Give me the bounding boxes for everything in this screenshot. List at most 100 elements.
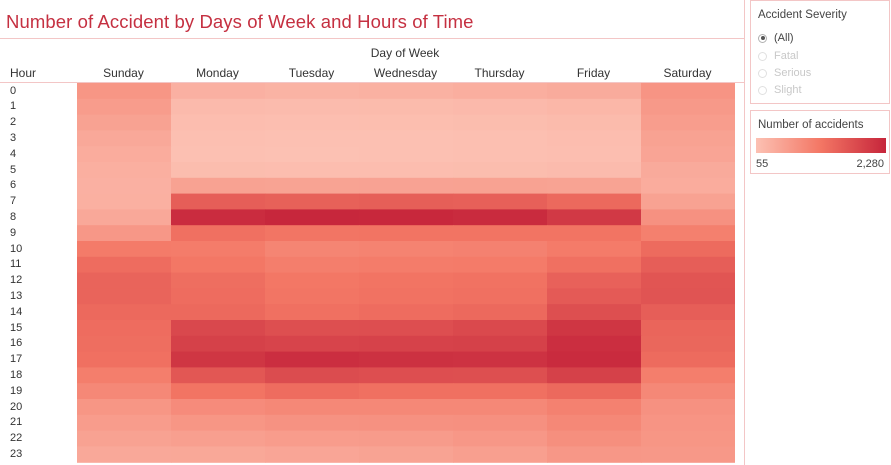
heatmap-cell-wednesday-12[interactable] — [359, 272, 454, 289]
heatmap-cell-tuesday-11[interactable] — [265, 256, 360, 274]
heatmap-cell-wednesday-3[interactable] — [359, 130, 454, 147]
heatmap-cell-tuesday-21[interactable] — [265, 414, 360, 432]
heatmap-cell-sunday-13[interactable] — [77, 288, 172, 305]
heatmap-cell-thursday-11[interactable] — [453, 256, 548, 274]
heatmap-cell-friday-11[interactable] — [547, 256, 642, 274]
heatmap-cell-sunday-16[interactable] — [77, 335, 172, 353]
heatmap-cell-sunday-18[interactable] — [77, 367, 172, 384]
heatmap-cell-monday-0[interactable] — [171, 83, 266, 100]
heatmap-cell-friday-10[interactable] — [547, 241, 642, 258]
heatmap-cell-tuesday-0[interactable] — [265, 83, 360, 100]
heatmap-cell-monday-23[interactable] — [171, 446, 266, 463]
heatmap-cell-saturday-3[interactable] — [641, 130, 735, 147]
heatmap-cell-thursday-9[interactable] — [453, 225, 548, 242]
heatmap-cell-tuesday-13[interactable] — [265, 288, 360, 305]
heatmap-cell-monday-8[interactable] — [171, 209, 266, 226]
heatmap-cell-tuesday-20[interactable] — [265, 399, 360, 416]
heatmap-cell-thursday-3[interactable] — [453, 130, 548, 147]
heatmap-cell-tuesday-15[interactable] — [265, 320, 360, 337]
heatmap-cell-sunday-10[interactable] — [77, 241, 172, 258]
heatmap-cell-wednesday-6[interactable] — [359, 177, 454, 195]
heatmap-cell-wednesday-16[interactable] — [359, 335, 454, 353]
heatmap-cell-saturday-22[interactable] — [641, 430, 735, 447]
heatmap-cell-monday-19[interactable] — [171, 383, 266, 400]
heatmap-cell-saturday-9[interactable] — [641, 225, 735, 242]
heatmap-cell-monday-18[interactable] — [171, 367, 266, 384]
heatmap-cell-monday-11[interactable] — [171, 256, 266, 274]
heatmap-cell-sunday-7[interactable] — [77, 193, 172, 210]
heatmap-cell-tuesday-16[interactable] — [265, 335, 360, 353]
heatmap-cell-thursday-14[interactable] — [453, 304, 548, 321]
heatmap-cell-tuesday-7[interactable] — [265, 193, 360, 210]
heatmap-cell-thursday-23[interactable] — [453, 446, 548, 463]
radio-option-fatal[interactable]: Fatal — [758, 50, 798, 62]
heatmap-cell-saturday-7[interactable] — [641, 193, 735, 210]
heatmap-cell-sunday-5[interactable] — [77, 162, 172, 179]
heatmap-cell-sunday-3[interactable] — [77, 130, 172, 147]
heatmap-cell-monday-10[interactable] — [171, 241, 266, 258]
heatmap-cell-saturday-1[interactable] — [641, 98, 735, 116]
heatmap-cell-friday-7[interactable] — [547, 193, 642, 210]
heatmap-cell-thursday-5[interactable] — [453, 162, 548, 179]
heatmap-cell-tuesday-2[interactable] — [265, 114, 360, 131]
heatmap-cell-tuesday-18[interactable] — [265, 367, 360, 384]
heatmap-cell-sunday-4[interactable] — [77, 146, 172, 163]
heatmap-cell-wednesday-19[interactable] — [359, 383, 454, 400]
heatmap-cell-friday-15[interactable] — [547, 320, 642, 337]
heatmap-cell-wednesday-11[interactable] — [359, 256, 454, 274]
heatmap-cell-thursday-4[interactable] — [453, 146, 548, 163]
heatmap-cell-wednesday-1[interactable] — [359, 98, 454, 116]
heatmap-cell-tuesday-17[interactable] — [265, 351, 360, 368]
heatmap-cell-sunday-15[interactable] — [77, 320, 172, 337]
heatmap-cell-tuesday-10[interactable] — [265, 241, 360, 258]
heatmap-cell-tuesday-22[interactable] — [265, 430, 360, 447]
heatmap-cell-friday-17[interactable] — [547, 351, 642, 368]
heatmap-cell-saturday-13[interactable] — [641, 288, 735, 305]
heatmap-cell-friday-13[interactable] — [547, 288, 642, 305]
heatmap-cell-monday-3[interactable] — [171, 130, 266, 147]
heatmap-cell-tuesday-5[interactable] — [265, 162, 360, 179]
heatmap-cell-thursday-13[interactable] — [453, 288, 548, 305]
heatmap-cell-wednesday-0[interactable] — [359, 83, 454, 100]
heatmap-cell-sunday-0[interactable] — [77, 83, 172, 100]
heatmap-cell-friday-2[interactable] — [547, 114, 642, 131]
heatmap-cell-wednesday-15[interactable] — [359, 320, 454, 337]
heatmap-cell-friday-1[interactable] — [547, 98, 642, 116]
heatmap-cell-sunday-20[interactable] — [77, 399, 172, 416]
heatmap-cell-sunday-9[interactable] — [77, 225, 172, 242]
heatmap-cell-thursday-0[interactable] — [453, 83, 548, 100]
heatmap-cell-thursday-7[interactable] — [453, 193, 548, 210]
heatmap-cell-tuesday-6[interactable] — [265, 177, 360, 195]
heatmap-cell-thursday-18[interactable] — [453, 367, 548, 384]
heatmap-cell-wednesday-10[interactable] — [359, 241, 454, 258]
heatmap-cell-friday-16[interactable] — [547, 335, 642, 353]
heatmap-cell-tuesday-4[interactable] — [265, 146, 360, 163]
heatmap-cell-wednesday-13[interactable] — [359, 288, 454, 305]
heatmap-cell-saturday-18[interactable] — [641, 367, 735, 384]
heatmap-cell-sunday-22[interactable] — [77, 430, 172, 447]
heatmap-cell-wednesday-5[interactable] — [359, 162, 454, 179]
heatmap-cell-friday-22[interactable] — [547, 430, 642, 447]
heatmap-cell-monday-20[interactable] — [171, 399, 266, 416]
heatmap-cell-monday-7[interactable] — [171, 193, 266, 210]
heatmap-cell-friday-12[interactable] — [547, 272, 642, 289]
heatmap-cell-monday-13[interactable] — [171, 288, 266, 305]
heatmap-cell-friday-9[interactable] — [547, 225, 642, 242]
heatmap-cell-wednesday-18[interactable] — [359, 367, 454, 384]
heatmap-cell-monday-9[interactable] — [171, 225, 266, 242]
heatmap-cell-monday-1[interactable] — [171, 98, 266, 116]
heatmap-cell-wednesday-21[interactable] — [359, 414, 454, 432]
heatmap-cell-thursday-19[interactable] — [453, 383, 548, 400]
heatmap-cell-saturday-0[interactable] — [641, 83, 735, 100]
heatmap-cell-saturday-15[interactable] — [641, 320, 735, 337]
heatmap-cell-sunday-1[interactable] — [77, 98, 172, 116]
heatmap-cell-friday-0[interactable] — [547, 83, 642, 100]
heatmap-cell-thursday-17[interactable] — [453, 351, 548, 368]
heatmap-cell-saturday-21[interactable] — [641, 414, 735, 432]
heatmap-cell-thursday-20[interactable] — [453, 399, 548, 416]
heatmap-cell-thursday-22[interactable] — [453, 430, 548, 447]
heatmap-cell-saturday-19[interactable] — [641, 383, 735, 400]
heatmap-cell-monday-12[interactable] — [171, 272, 266, 289]
heatmap-cell-saturday-11[interactable] — [641, 256, 735, 274]
heatmap-cell-tuesday-23[interactable] — [265, 446, 360, 463]
